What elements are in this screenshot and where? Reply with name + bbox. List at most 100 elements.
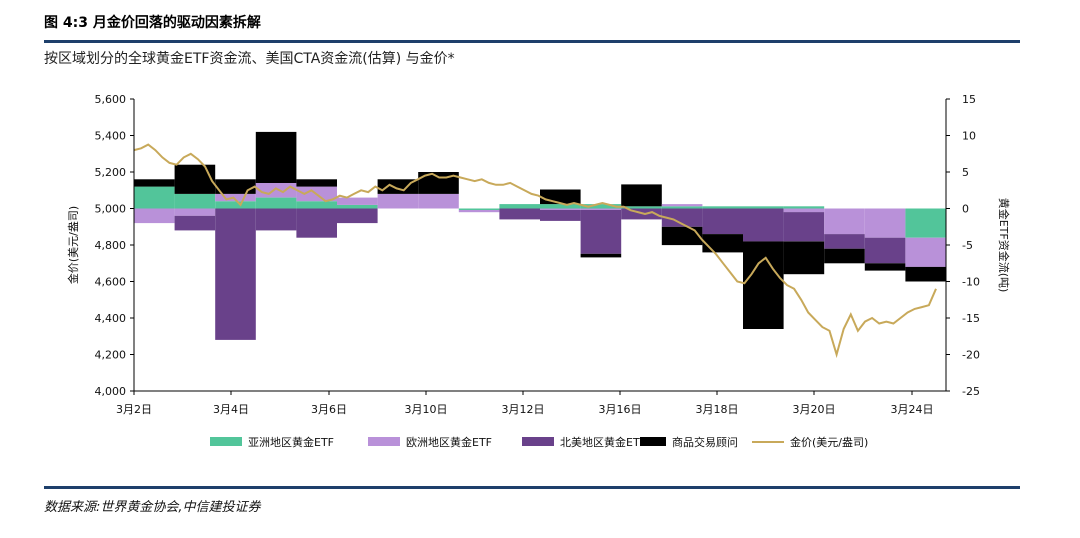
legend-label-cta: 商品交易顾问	[672, 435, 738, 449]
legend-label-northamerica: 北美地区黄金ETF	[560, 435, 646, 449]
legend-swatch-europe	[368, 437, 400, 446]
bar-asia-4	[296, 201, 337, 209]
bar-asia-13	[661, 206, 703, 209]
bar-northamerica-10	[540, 210, 581, 221]
bar-europe-1	[174, 208, 216, 216]
legend-label-europe: 欧洲地区黄金ETF	[406, 435, 492, 449]
bar-northamerica-16	[783, 212, 825, 242]
bar-cta-16	[783, 241, 825, 275]
bar-europe-2	[215, 193, 256, 202]
bar-cta-17	[824, 248, 865, 264]
bar-asia-0	[134, 186, 175, 209]
bar-asia-5	[337, 204, 378, 209]
bar-europe-3	[255, 182, 297, 198]
right-axis-ticks: -25 -20 -15 -10 -5 0 5 10 15	[946, 93, 980, 398]
bar-europe-17	[824, 208, 865, 235]
bar-asia-16	[783, 206, 825, 209]
bar-northamerica-5	[337, 208, 378, 224]
bar-asia-19	[905, 208, 946, 238]
chart-subtitle: 按区域划分的全球黄金ETF资金流、美国CTA资金流(估算) 与金价*	[44, 51, 455, 67]
bar-cta-1	[174, 164, 216, 194]
left-tick-label-6: 5,200	[95, 166, 127, 179]
x-tick-label-8: 3月24日	[891, 403, 934, 416]
legend-swatch-cta	[640, 437, 666, 446]
bar-asia-15	[743, 206, 784, 209]
left-axis-title: 金价(美元/盎司)	[66, 206, 80, 284]
x-tick-label-5: 3月16日	[599, 403, 642, 416]
right-tick-label-0: -25	[962, 385, 980, 398]
left-tick-label-2: 4,400	[95, 312, 127, 325]
top-rule	[44, 40, 1020, 43]
bar-europe-6	[377, 193, 419, 209]
bar-asia-14	[702, 206, 743, 209]
x-tick-label-1: 3月4日	[213, 403, 249, 416]
bottom-rule	[44, 486, 1020, 489]
legend-label-gold: 金价(美元/盎司)	[790, 435, 868, 449]
bar-northamerica-4	[296, 208, 337, 238]
x-tick-label-2: 3月6日	[311, 403, 347, 416]
left-tick-label-4: 4,800	[95, 239, 127, 252]
right-axis-title: 黄金ETF资金流(吨)	[997, 198, 1011, 293]
right-tick-label-7: 10	[962, 130, 976, 143]
x-tick-label-3: 3月10日	[405, 403, 448, 416]
bar-northamerica-11	[580, 210, 622, 254]
right-tick-label-2: -15	[962, 312, 980, 325]
bar-asia-3	[255, 197, 297, 209]
bar-europe-11	[580, 208, 622, 210]
bar-europe-10	[540, 208, 581, 210]
left-tick-label-8: 5,600	[95, 93, 127, 106]
bar-asia-1	[174, 193, 216, 209]
bar-europe-16	[783, 208, 825, 213]
bar-northamerica-1	[174, 215, 216, 231]
legend-label-asia: 亚洲地区黄金ETF	[248, 435, 334, 449]
bar-northamerica-2	[215, 208, 256, 340]
bar-northamerica-18	[864, 237, 906, 264]
left-tick-label-0: 4,000	[95, 385, 127, 398]
x-axis-ticks: 3月2日 3月4日 3月6日 3月10日 3月12日 3月16日 3月18日 3月20日 3月2…	[116, 391, 934, 416]
bars-layer	[134, 131, 946, 340]
bar-northamerica-14	[702, 208, 743, 235]
bar-europe-18	[864, 208, 906, 238]
bar-cta-19	[905, 266, 946, 282]
bar-cta-2	[215, 179, 256, 194]
gold-flow-chart: 4,000 4,200 4,400 4,600 4,800 5,000 5,200 5,400…	[66, 93, 1011, 449]
x-tick-label-0: 3月2日	[116, 403, 152, 416]
legend-swatch-northamerica	[522, 437, 554, 446]
bar-cta-3	[255, 131, 297, 183]
bar-cta-15	[743, 241, 784, 329]
bar-cta-4	[296, 179, 337, 187]
right-tick-label-4: -5	[962, 239, 973, 252]
bar-europe-19	[905, 237, 946, 267]
right-tick-label-1: -20	[962, 349, 980, 362]
legend-swatch-asia	[210, 437, 242, 446]
bar-asia-2	[215, 201, 256, 209]
right-tick-label-3: -10	[962, 276, 980, 289]
bar-cta-14	[702, 234, 743, 253]
bar-northamerica-13	[661, 208, 703, 227]
bar-europe-7	[418, 193, 459, 209]
bar-cta-10	[540, 189, 581, 205]
legend: 亚洲地区黄金ETF 欧洲地区黄金ETF 北美地区黄金ETF 商品交易顾问 金价(…	[210, 435, 868, 449]
bar-cta-11	[580, 253, 622, 258]
bar-northamerica-9	[499, 208, 540, 220]
x-tick-label-4: 3月12日	[502, 403, 545, 416]
bar-northamerica-15	[743, 208, 784, 242]
bar-cta-13	[661, 226, 703, 246]
gold-price-line	[133, 143, 937, 359]
left-tick-label-3: 4,600	[95, 276, 127, 289]
bar-asia-10	[540, 204, 581, 209]
x-tick-label-6: 3月18日	[696, 403, 739, 416]
left-tick-label-1: 4,200	[95, 349, 127, 362]
bar-northamerica-17	[824, 234, 865, 249]
bar-cta-0	[134, 179, 175, 187]
source-note: 数据来源:世界黄金协会,中信建投证券	[44, 500, 261, 515]
right-tick-label-8: 15	[962, 93, 976, 106]
right-tick-label-6: 5	[962, 166, 969, 179]
bar-cta-12	[621, 184, 662, 207]
bar-cta-6	[377, 179, 419, 194]
left-tick-label-7: 5,400	[95, 130, 127, 143]
bar-europe-8	[458, 210, 500, 213]
bar-asia-9	[499, 204, 540, 209]
bar-asia-12	[621, 206, 662, 209]
left-axis-ticks: 4,000 4,200 4,400 4,600 4,800 5,000 5,200 5,400…	[95, 93, 134, 398]
